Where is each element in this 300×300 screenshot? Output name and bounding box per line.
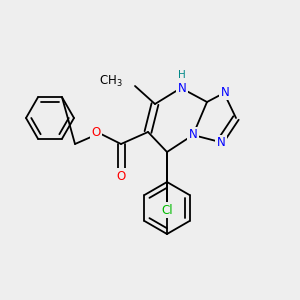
Text: H: H: [178, 70, 186, 80]
Text: N: N: [178, 82, 186, 94]
Text: Cl: Cl: [161, 203, 173, 217]
Text: N: N: [220, 85, 230, 98]
Text: N: N: [217, 136, 225, 149]
Text: O: O: [116, 169, 126, 182]
Text: O: O: [92, 127, 100, 140]
Text: N: N: [189, 128, 197, 142]
Text: CH$_3$: CH$_3$: [99, 74, 123, 88]
